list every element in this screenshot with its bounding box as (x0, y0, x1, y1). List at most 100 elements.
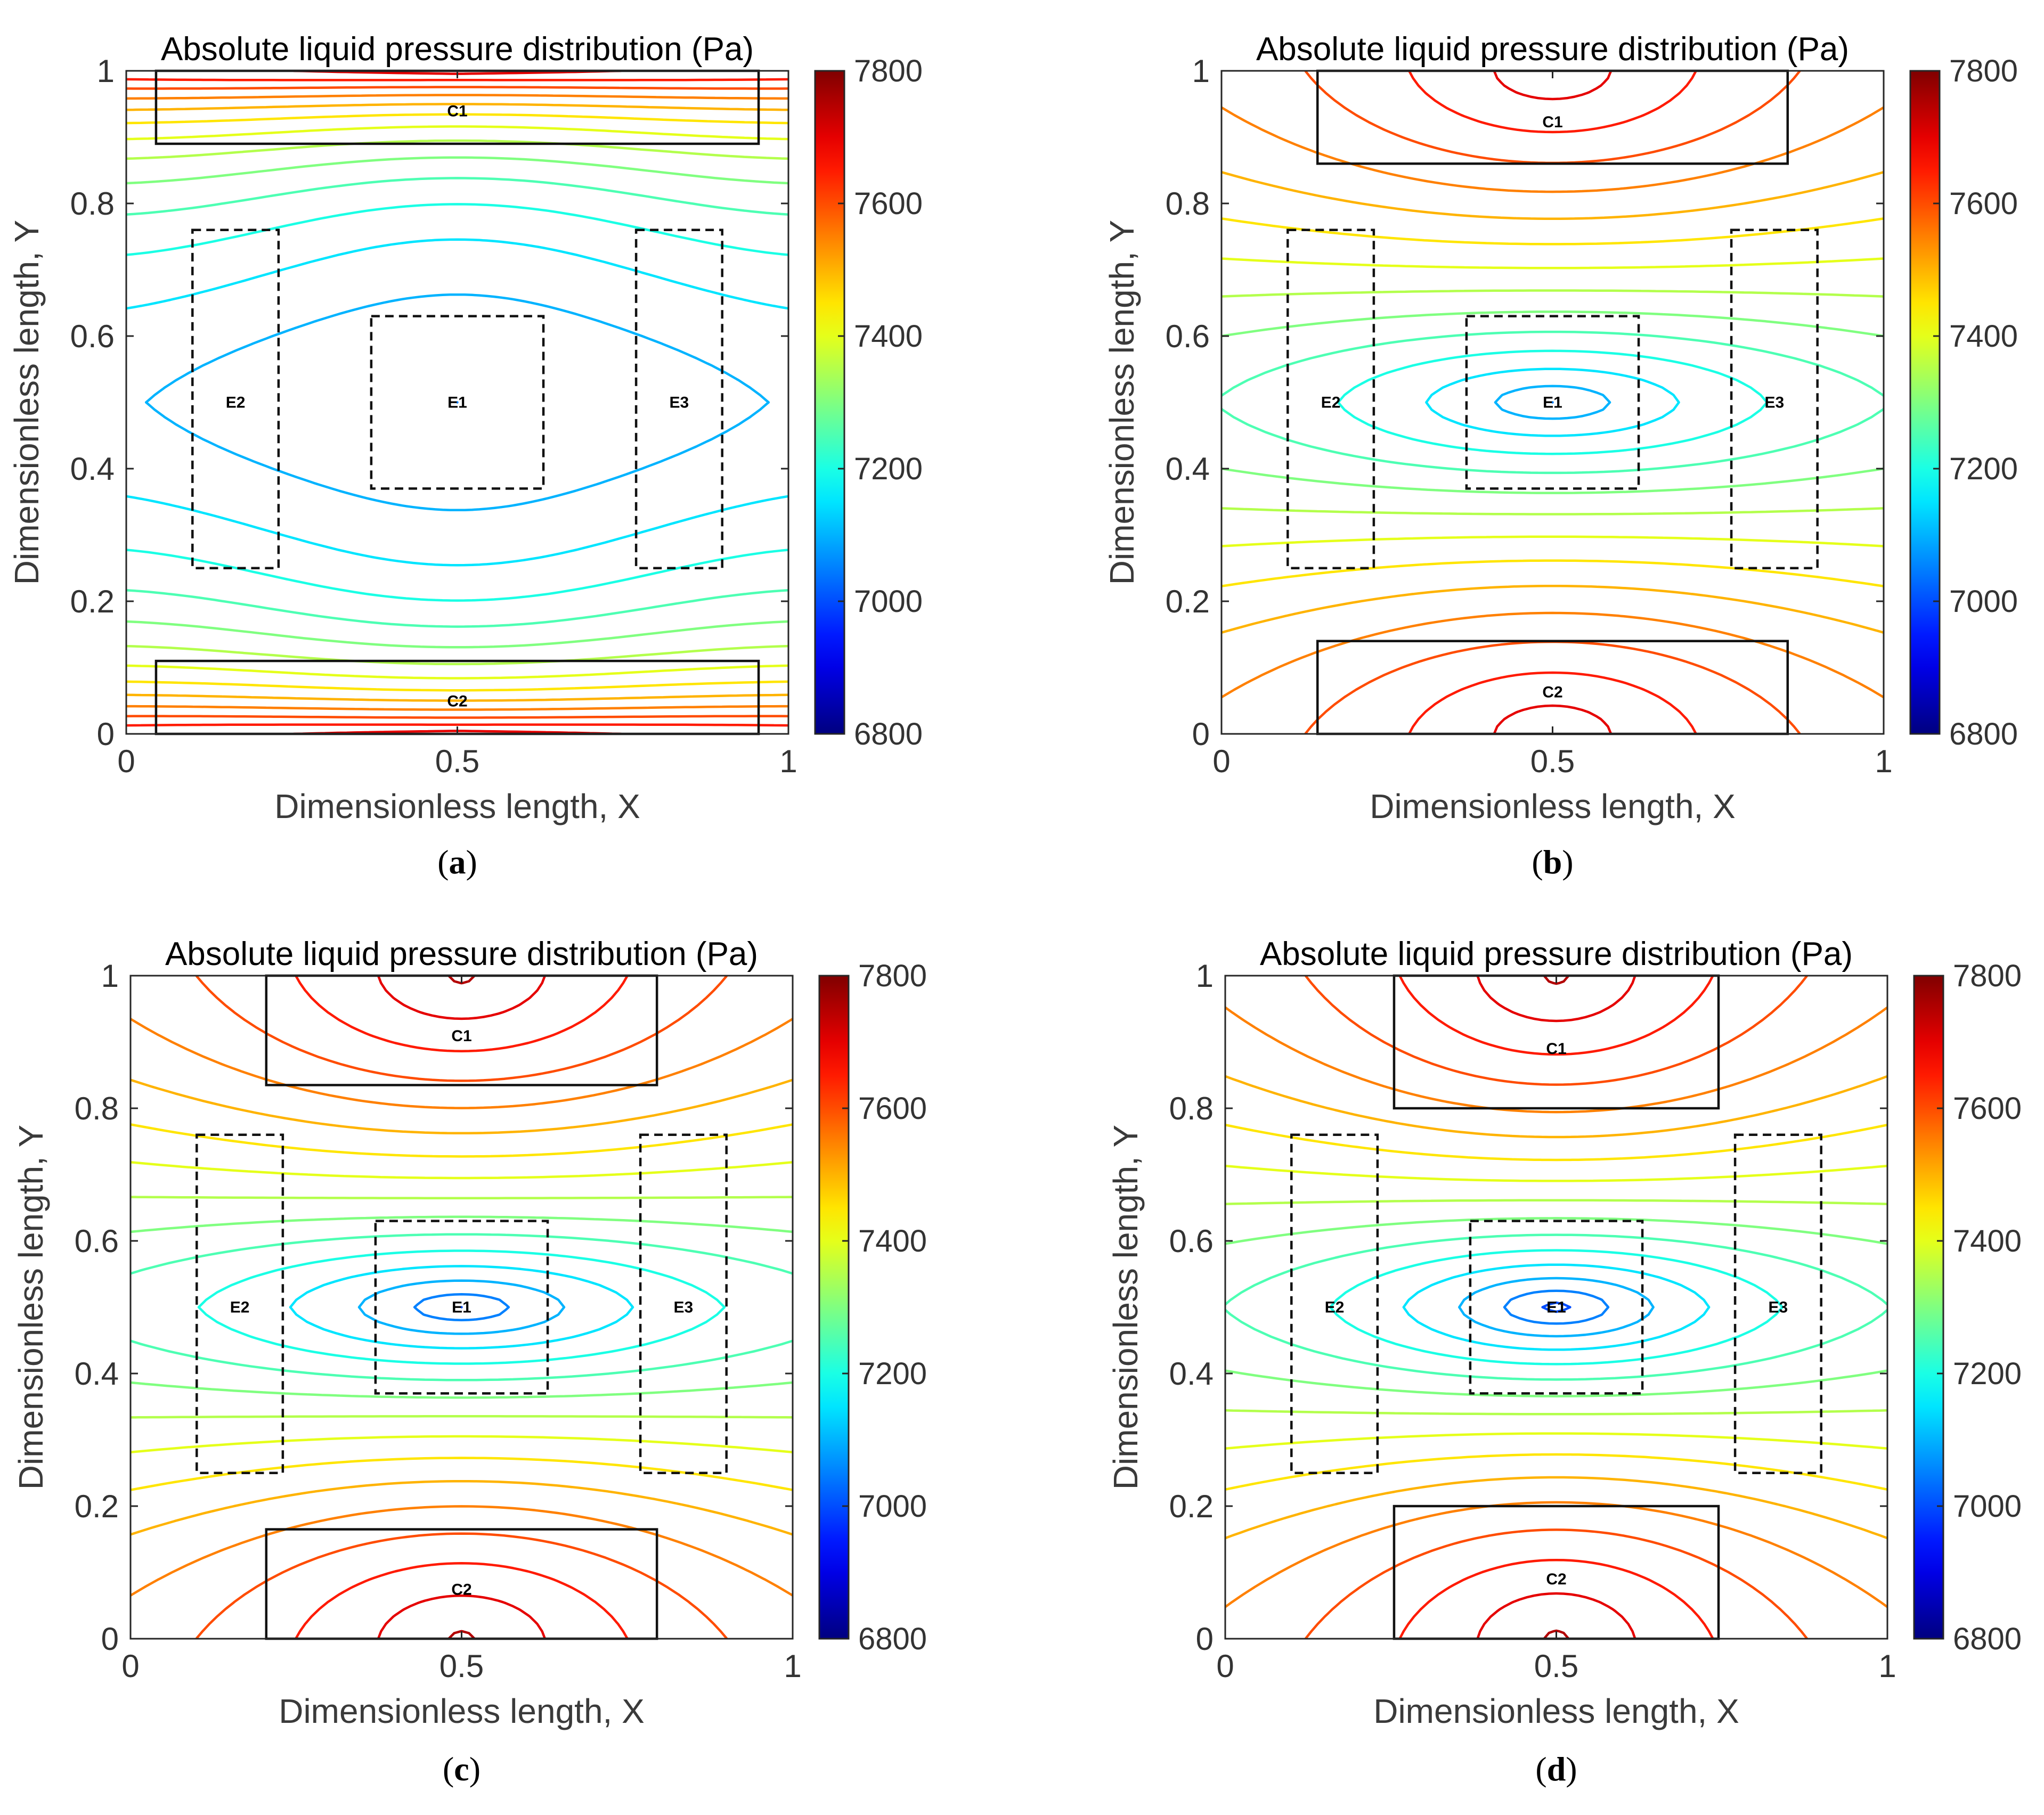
contour-line-7700 (1476, 976, 1636, 1639)
x-tick-label: 0 (117, 743, 135, 779)
colorbar-tick-label: 7400 (1949, 319, 2018, 354)
evaporator-box-e3 (1733, 1133, 1822, 1475)
caption-letter: b (1543, 843, 1562, 881)
panel-caption: (b) (1532, 843, 1573, 881)
contour-lines (1221, 71, 1884, 734)
colorbar (818, 975, 850, 1640)
y-axis-label: Dimensionless length, Y (1106, 1125, 1145, 1490)
y-tick-label: 0.4 (75, 1356, 119, 1392)
contour-line-7150 (126, 238, 788, 567)
evaporator-label-e1: E1 (447, 394, 467, 412)
evaporator-box-e1 (1469, 1220, 1644, 1395)
contour-line-7350 (1221, 289, 1884, 516)
contour-line-7650 (294, 976, 629, 1639)
y-tick-label: 0.4 (1166, 451, 1210, 487)
contour-line-7100 (1458, 1277, 1655, 1338)
contour-line-7600 (126, 86, 788, 719)
evaporator-label-e3: E3 (1765, 394, 1785, 412)
colorbar-tick-label: 6800 (854, 717, 923, 751)
contour-line-7250 (126, 177, 788, 628)
y-tick-label: 0.6 (1169, 1223, 1214, 1259)
y-tick-label: 0 (1196, 1621, 1214, 1657)
x-tick-label: 0.5 (1530, 743, 1575, 779)
panel-c: C1 C2 E1 E2 E3 0 0.5 1 0 0.2 0.4 0.6 0.8 1 Absolute li… (12, 936, 927, 1788)
caption-open-paren: ( (1532, 843, 1543, 881)
caption-letter: a (449, 843, 466, 881)
contour-line-7450 (126, 113, 788, 692)
evaporator-box-e3 (634, 228, 723, 569)
colorbar-tick-label: 6800 (1953, 1622, 2022, 1656)
evaporator-label-e3: E3 (674, 1299, 694, 1317)
contour-line-7650 (1398, 976, 1714, 1639)
caption-close-paren: ) (1566, 1750, 1577, 1788)
y-tick-label: 0.2 (1169, 1489, 1214, 1524)
colorbar-tick-label: 7200 (1953, 1356, 2022, 1391)
condenser-label-c2: C2 (447, 692, 467, 710)
colorbar (814, 70, 845, 735)
contour-line-7750 (1543, 976, 1570, 1639)
panel-d: C1 C2 E1 E2 E3 0 0.5 1 0 0.2 0.4 0.6 0.8 1 Absolute li… (1106, 936, 2022, 1788)
y-tick-label: 0.4 (1169, 1356, 1214, 1392)
contour-line-7550 (1225, 1006, 1887, 1608)
colorbar-tick-label: 7600 (854, 186, 923, 221)
condenser-label-c2: C2 (451, 1581, 471, 1599)
contour-line-7150 (289, 1265, 634, 1350)
y-tick-label: 0.6 (75, 1223, 119, 1259)
contour-line-7500 (131, 1078, 793, 1536)
contour-line-7650 (126, 78, 788, 727)
caption-open-paren: ( (1535, 1750, 1546, 1788)
colorbar-tick-label: 7000 (858, 1489, 927, 1524)
contour-line-7550 (126, 94, 788, 711)
y-tick-label: 0.6 (70, 318, 115, 354)
y-tick-label: 0.2 (70, 584, 115, 619)
contour-line-7150 (1402, 1263, 1711, 1351)
contour-line-7700 (377, 976, 547, 1639)
contour-line-7350 (1225, 1199, 1887, 1416)
colorbar-tick-label: 7800 (1953, 959, 2022, 993)
contour-line-7450 (1225, 1123, 1887, 1491)
caption-letter: c (454, 1750, 469, 1788)
contour-line-7100 (144, 293, 770, 512)
chart-title: Absolute liquid pressure distribution (P… (1256, 31, 1849, 68)
caption-close-paren: ) (1562, 843, 1573, 881)
colorbar-tick-label: 7600 (1953, 1091, 2022, 1126)
condenser-label-c1: C1 (451, 1027, 471, 1045)
colorbar-tick-label: 6800 (858, 1622, 927, 1656)
contour-line-7700 (1493, 71, 1613, 734)
contour-lines (126, 71, 788, 734)
y-axis-label: Dimensionless length, Y (7, 220, 46, 585)
y-axis-label: Dimensionless length, Y (1103, 220, 1141, 585)
contour-line-7050 (1503, 1289, 1610, 1325)
contour-line-7400 (131, 1161, 793, 1453)
evaporator-box-e1 (370, 315, 545, 490)
x-tick-label: 0.5 (439, 1648, 484, 1684)
y-tick-label: 1 (97, 53, 115, 89)
caption-letter: d (1547, 1750, 1566, 1788)
y-tick-label: 0.2 (1166, 584, 1210, 619)
evaporator-box-e1 (374, 1220, 549, 1395)
contour-line-7050 (413, 1293, 510, 1321)
evaporator-label-e3: E3 (670, 394, 689, 412)
x-tick-label: 1 (779, 743, 797, 779)
colorbar-tick-label: 7800 (854, 54, 923, 88)
evaporator-box-e2 (191, 228, 280, 569)
y-tick-label: 1 (1196, 958, 1214, 994)
contour-line-7250 (131, 1233, 793, 1381)
colorbar-tick-label: 7800 (1949, 54, 2018, 88)
evaporator-label-e1: E1 (1546, 1299, 1566, 1317)
contour-line-7000 (1541, 1301, 1571, 1313)
contour-line-7300 (131, 1215, 793, 1399)
contour-line-7500 (1225, 1075, 1887, 1540)
x-tick-label: 0 (121, 1648, 139, 1684)
contour-line-7200 (126, 203, 788, 602)
chart-title: Absolute liquid pressure distribution (P… (161, 31, 754, 68)
evaporator-box-e2 (1286, 228, 1375, 569)
colorbar-tick-label: 7400 (1953, 1224, 2022, 1258)
colorbar-tick-label: 7000 (1953, 1489, 2022, 1524)
caption-open-paren: ( (437, 843, 449, 881)
contour-line-7400 (126, 125, 788, 680)
evaporator-box-e3 (1730, 228, 1819, 569)
evaporator-label-e2: E2 (1321, 394, 1341, 412)
colorbar-tick-label: 7200 (854, 452, 923, 486)
